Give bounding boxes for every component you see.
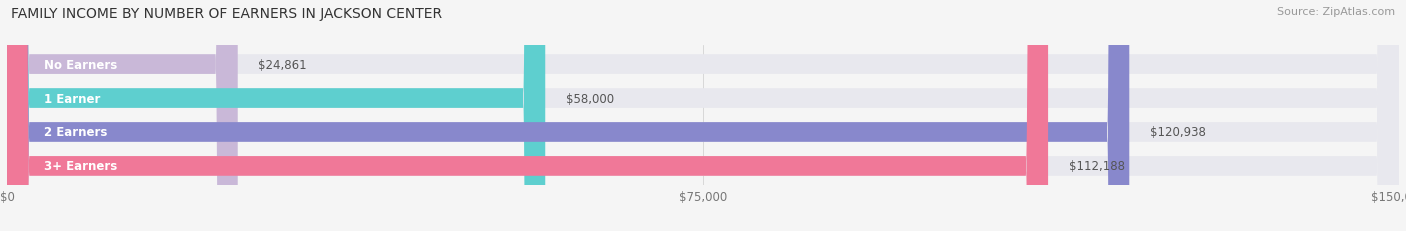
Text: $120,938: $120,938 — [1150, 126, 1205, 139]
FancyBboxPatch shape — [7, 0, 1047, 231]
Text: Source: ZipAtlas.com: Source: ZipAtlas.com — [1277, 7, 1395, 17]
FancyBboxPatch shape — [7, 0, 1399, 231]
FancyBboxPatch shape — [7, 0, 238, 231]
Text: 1 Earner: 1 Earner — [44, 92, 100, 105]
Text: 3+ Earners: 3+ Earners — [44, 160, 117, 173]
Text: $58,000: $58,000 — [565, 92, 614, 105]
Text: $24,861: $24,861 — [259, 58, 307, 71]
Text: FAMILY INCOME BY NUMBER OF EARNERS IN JACKSON CENTER: FAMILY INCOME BY NUMBER OF EARNERS IN JA… — [11, 7, 443, 21]
FancyBboxPatch shape — [7, 0, 546, 231]
Text: No Earners: No Earners — [44, 58, 117, 71]
FancyBboxPatch shape — [7, 0, 1399, 231]
FancyBboxPatch shape — [7, 0, 1399, 231]
FancyBboxPatch shape — [7, 0, 1399, 231]
Text: 2 Earners: 2 Earners — [44, 126, 107, 139]
FancyBboxPatch shape — [7, 0, 1129, 231]
Text: $112,188: $112,188 — [1069, 160, 1125, 173]
